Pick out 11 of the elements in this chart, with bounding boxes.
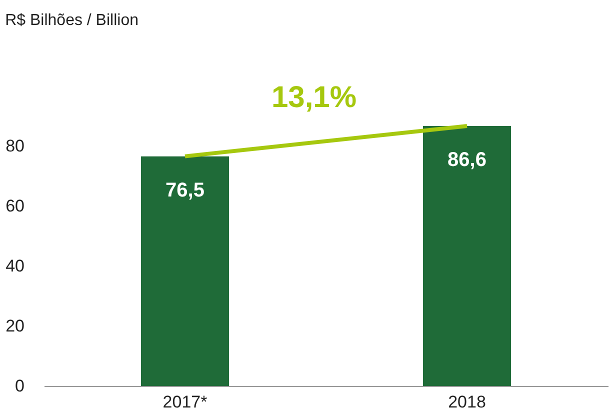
text: 13,1% — [271, 81, 357, 114]
y-tick-label: 0 — [15, 376, 24, 396]
x-tick-label: 2017* — [162, 392, 208, 412]
y-tick-label: 60 — [6, 196, 24, 216]
y-tick-label: 40 — [6, 256, 24, 276]
data-label: 76,5 — [166, 179, 204, 202]
y-tick-label: 20 — [6, 316, 24, 336]
y-tick-label: 80 — [6, 136, 24, 156]
data-label: 86,6 — [448, 149, 486, 171]
x-tick-label: 2018 — [448, 392, 486, 412]
chart-title: R$ Bilhões / Billion — [5, 12, 138, 29]
